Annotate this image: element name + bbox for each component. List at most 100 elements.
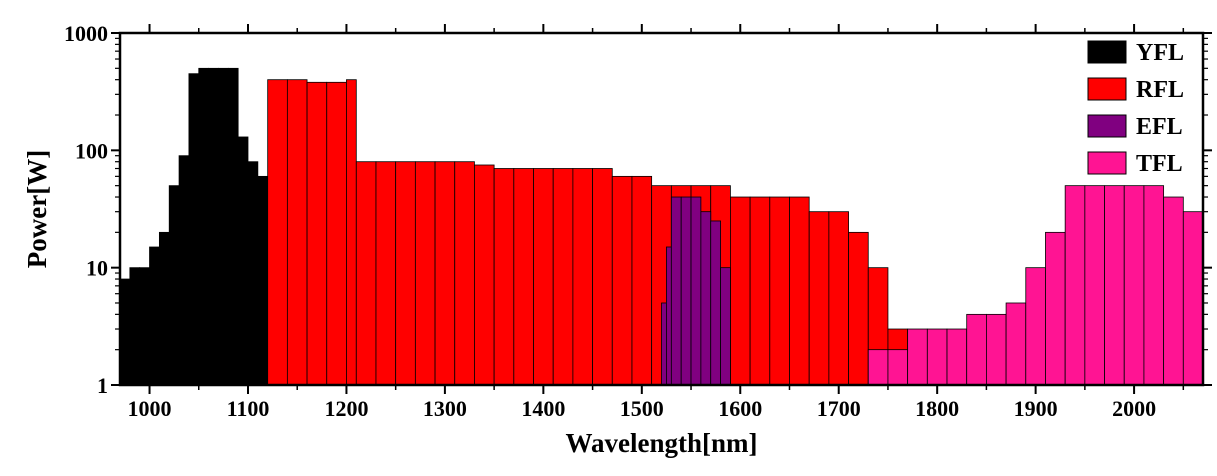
bar-yfl	[119, 278, 131, 386]
bar-tfl	[1143, 185, 1165, 386]
bar-tfl	[887, 349, 909, 386]
bar-rfl	[375, 161, 397, 386]
legend: YFL RFL EFL TFL	[1087, 40, 1184, 177]
x-axis-title: Wavelength[nm]	[566, 428, 758, 458]
bar-efl	[666, 246, 672, 386]
x-tick-label: 1200	[324, 396, 368, 421]
bar-rfl	[286, 79, 308, 386]
bar-rfl	[631, 175, 653, 386]
bar-tfl	[867, 349, 889, 386]
y-tick-label: 1	[97, 373, 108, 398]
tick-labels-layer: 1000 1100 1200 1300 1400 1500 1600 1700 1800 1900…	[64, 21, 1156, 421]
bar-tfl	[926, 328, 948, 386]
bar-rfl	[789, 196, 810, 386]
bar-rfl	[355, 161, 377, 386]
bar-tfl	[1005, 302, 1027, 386]
bar-tfl	[1084, 185, 1105, 386]
bar-tfl	[1182, 211, 1204, 386]
legend-label-efl: EFL	[1136, 114, 1183, 140]
x-tick-label: 1600	[718, 396, 762, 421]
bar-efl	[670, 196, 682, 386]
bar-yfl	[237, 136, 249, 386]
bar-rfl	[434, 161, 456, 386]
bar-tfl	[1045, 231, 1066, 386]
series-yfl	[119, 67, 269, 386]
bar-rfl	[808, 211, 830, 386]
bar-efl	[661, 302, 667, 386]
bar-tfl	[1064, 185, 1086, 386]
y-axis-title: Power[W]	[22, 150, 52, 268]
bar-rfl	[414, 161, 436, 386]
bar-rfl	[749, 196, 771, 386]
series-rfl	[267, 79, 909, 386]
legend-swatch-tfl	[1087, 151, 1127, 175]
bar-tfl	[1104, 185, 1125, 386]
bar-yfl	[139, 267, 150, 386]
bar-rfl	[611, 175, 633, 386]
bar-tfl	[946, 328, 968, 386]
x-tick-label: 1000	[128, 396, 172, 421]
bar-yfl	[149, 246, 160, 386]
x-tick-label: 1800	[915, 396, 959, 421]
bar-yfl	[257, 175, 269, 386]
bar-rfl	[552, 168, 574, 386]
series-efl	[661, 196, 731, 386]
bar-tfl	[907, 328, 928, 386]
bar-tfl	[1025, 267, 1046, 386]
x-tick-label: 1700	[817, 396, 861, 421]
legend-swatch-efl	[1087, 114, 1127, 138]
bar-yfl	[227, 67, 239, 386]
plot-frame	[118, 31, 1205, 387]
bar-efl	[710, 220, 721, 386]
bar-rfl	[267, 79, 288, 386]
series-tfl	[867, 185, 1204, 386]
bar-yfl	[129, 267, 141, 386]
bar-tfl	[1123, 185, 1145, 386]
legend-label-tfl: TFL	[1136, 151, 1183, 177]
bar-rfl	[730, 196, 751, 386]
bar-rfl	[493, 168, 515, 386]
bar-rfl	[828, 211, 849, 386]
bar-rfl	[454, 161, 475, 386]
y-tick-label: 100	[75, 138, 108, 163]
bar-efl	[690, 196, 702, 386]
bar-tfl	[986, 313, 1007, 386]
bar-yfl	[158, 231, 170, 386]
bar-rfl	[848, 231, 869, 386]
bar-yfl	[218, 67, 229, 386]
bar-rfl	[346, 79, 357, 386]
bar-yfl	[198, 67, 210, 386]
bar-rfl	[474, 164, 495, 386]
legend-swatch-rfl	[1087, 77, 1127, 101]
x-tick-label: 1400	[521, 396, 565, 421]
bar-rfl	[592, 168, 613, 386]
bar-yfl	[247, 161, 259, 386]
bar-rfl	[572, 168, 593, 386]
bar-rfl	[326, 81, 347, 386]
legend-swatch-yfl	[1087, 40, 1127, 64]
bar-rfl	[513, 168, 534, 386]
y-tick-label: 1000	[64, 21, 108, 46]
x-tick-label: 1500	[620, 396, 664, 421]
axes-layer	[111, 24, 1212, 394]
x-tick-label: 1900	[1014, 396, 1058, 421]
x-tick-label: 1300	[423, 396, 467, 421]
bar-tfl	[1163, 196, 1184, 386]
bar-rfl	[769, 196, 790, 386]
bar-yfl	[208, 67, 219, 386]
x-tick-label: 1100	[227, 396, 270, 421]
bar-yfl	[178, 155, 190, 386]
bar-rfl	[395, 161, 416, 386]
bar-yfl	[188, 73, 200, 386]
legend-label-rfl: RFL	[1136, 77, 1184, 103]
bar-efl	[720, 267, 731, 386]
bars-layer	[119, 67, 1204, 386]
bar-efl	[700, 211, 712, 386]
bar-tfl	[966, 313, 987, 386]
bar-rfl	[533, 168, 554, 386]
bar-yfl	[168, 185, 180, 386]
bar-efl	[680, 196, 692, 386]
bar-rfl	[306, 81, 328, 386]
legend-label-yfl: YFL	[1136, 40, 1184, 66]
